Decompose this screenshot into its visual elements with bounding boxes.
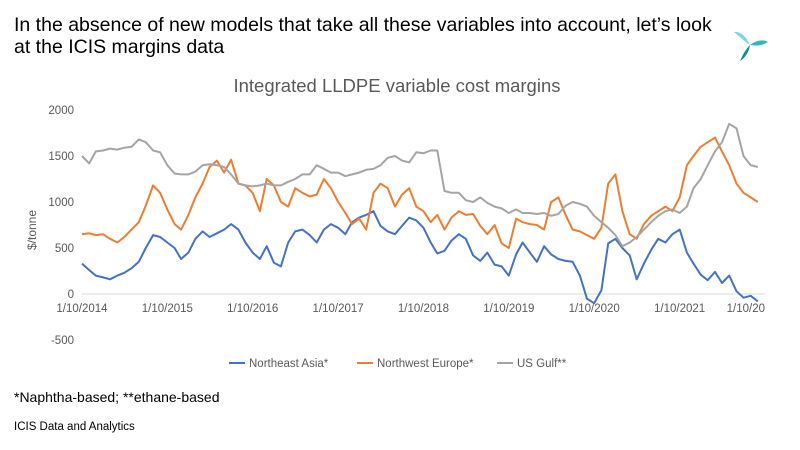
x-tick-label: 1/10/2014	[56, 303, 108, 315]
legend: Northeast Asia* Northwest Europe* US Gulf*…	[229, 358, 567, 370]
y-axis-title: $/tonne	[25, 210, 39, 250]
series-line-2	[81, 122, 759, 248]
legend-label: Northeast Asia*	[249, 358, 329, 370]
x-tick-label: 1/10/2015	[142, 303, 193, 315]
y-tick-label: 2000	[48, 105, 74, 117]
footnote: *Naphtha-based; **ethane-based	[14, 389, 220, 405]
x-tick-label: 1/10/2017	[313, 303, 364, 315]
series-line-1	[81, 136, 759, 249]
y-tick-label: 0	[68, 289, 74, 301]
legend-label: US Gulf**	[517, 358, 567, 370]
x-tick-label: 1/10/2016	[227, 303, 278, 315]
icis-pinwheel-logo-icon	[734, 31, 768, 61]
x-tick-label: 1/10/20	[727, 303, 765, 315]
x-tick-label: 1/10/2019	[483, 303, 534, 315]
y-tick-label: 1000	[48, 197, 74, 209]
x-tick-label: 1/10/2021	[654, 303, 705, 315]
line-chart: Integrated LLDPE variable cost margins $…	[25, 75, 765, 370]
series-lines	[81, 122, 759, 305]
x-tick-label: 1/10/2018	[398, 303, 449, 315]
x-axis-ticks: 1/10/2014 1/10/2015 1/10/2016 1/10/2017 1/10…	[56, 303, 765, 315]
x-tick-label: 1/10/2020	[569, 303, 620, 315]
y-tick-label: 1500	[48, 151, 74, 163]
legend-label: Northwest Europe*	[377, 358, 474, 370]
y-tick-label: 500	[55, 243, 74, 255]
y-tick-label: -500	[51, 335, 74, 347]
source-credit: ICIS Data and Analytics	[14, 421, 135, 433]
series-line-0	[81, 210, 759, 305]
chart-title: Integrated LLDPE variable cost margins	[233, 75, 560, 96]
y-axis-ticks: -500 0 500 1000 1500 2000	[48, 105, 74, 347]
headline: In the absence of new models that take a…	[14, 14, 712, 58]
